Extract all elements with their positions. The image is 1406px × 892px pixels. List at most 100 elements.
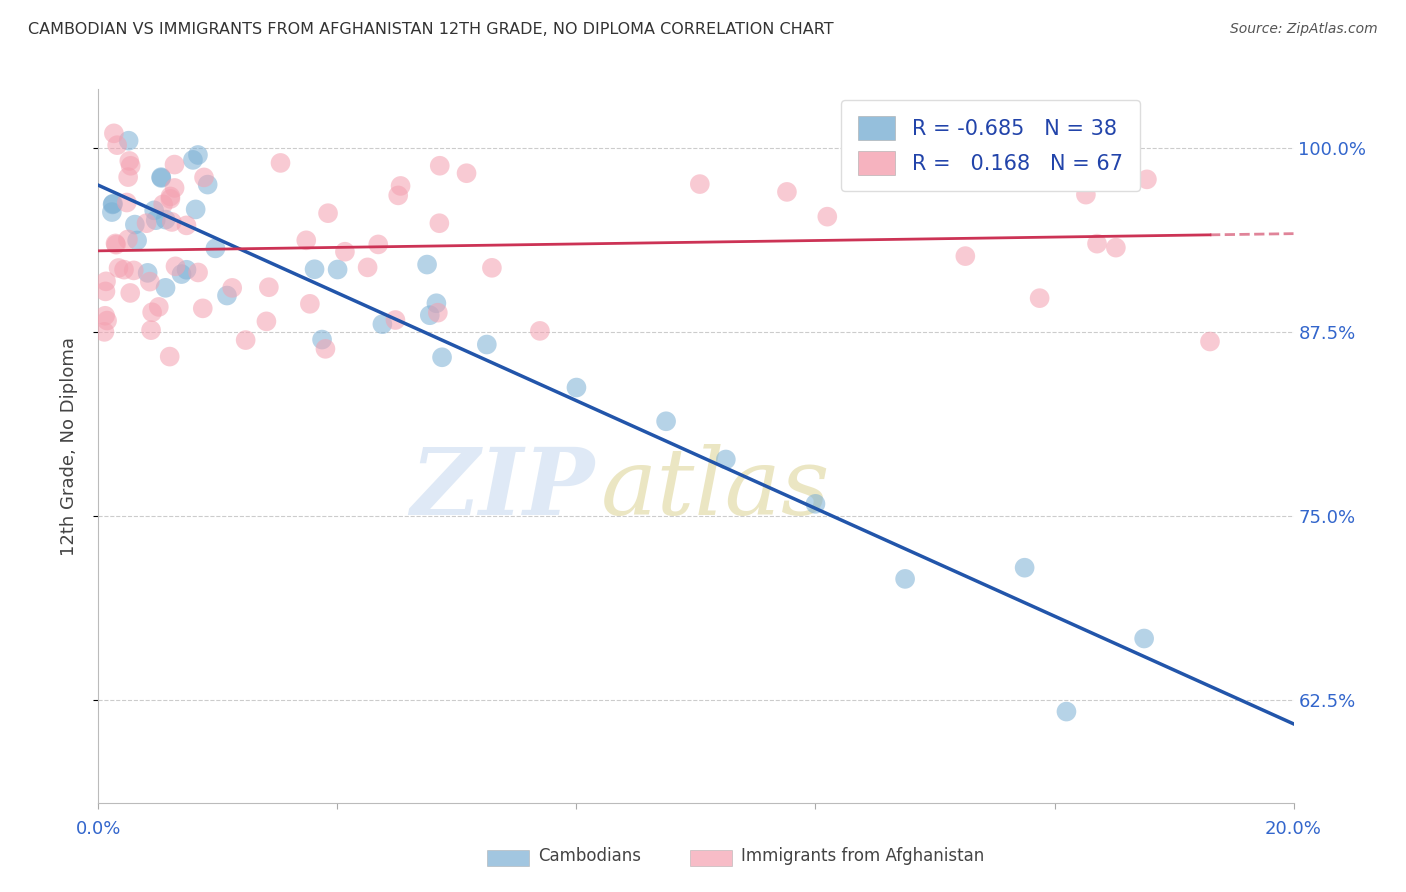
Text: CAMBODIAN VS IMMIGRANTS FROM AFGHANISTAN 12TH GRADE, NO DIPLOMA CORRELATION CHAR: CAMBODIAN VS IMMIGRANTS FROM AFGHANISTAN…: [28, 22, 834, 37]
Point: [367, 237, 389, 252]
Point: [304, 262, 326, 277]
Point: [117, 232, 139, 246]
Point: [96, 313, 118, 327]
Point: [191, 301, 214, 316]
Text: ZIP: ZIP: [411, 444, 595, 533]
Point: [105, 237, 128, 252]
Point: [124, 218, 146, 232]
Point: [1074, 187, 1097, 202]
Point: [714, 452, 737, 467]
Point: [159, 192, 181, 206]
Point: [118, 153, 141, 168]
Point: [316, 206, 339, 220]
Point: [163, 157, 186, 171]
Point: [155, 212, 177, 227]
Point: [187, 265, 209, 279]
Point: [689, 177, 711, 191]
Point: [295, 233, 318, 247]
Point: [94, 309, 117, 323]
Point: [565, 380, 588, 394]
Point: [776, 185, 799, 199]
Point: [152, 197, 174, 211]
Point: [170, 267, 193, 281]
Text: Immigrants from Afghanistan: Immigrants from Afghanistan: [741, 847, 984, 865]
Point: [384, 313, 406, 327]
Point: [145, 213, 167, 227]
Point: [184, 202, 207, 217]
Point: [165, 260, 187, 274]
Point: [387, 188, 409, 202]
Point: [139, 275, 162, 289]
Point: [955, 249, 977, 263]
Point: [235, 333, 257, 347]
Point: [107, 260, 129, 275]
Point: [101, 196, 124, 211]
Text: Cambodians: Cambodians: [538, 847, 641, 865]
Point: [135, 216, 157, 230]
FancyBboxPatch shape: [486, 850, 529, 865]
Point: [815, 210, 838, 224]
Point: [181, 153, 204, 167]
Point: [143, 203, 166, 218]
Point: [187, 148, 209, 162]
Point: [426, 306, 449, 320]
Point: [215, 288, 238, 302]
Point: [416, 258, 439, 272]
Point: [311, 333, 333, 347]
Point: [1133, 632, 1156, 646]
Legend: R = -0.685   N = 38, R =   0.168   N = 67: R = -0.685 N = 38, R = 0.168 N = 67: [841, 100, 1140, 192]
Point: [481, 260, 503, 275]
Point: [117, 134, 139, 148]
Point: [1014, 166, 1036, 180]
Point: [160, 215, 183, 229]
Point: [371, 317, 394, 331]
Point: [430, 351, 453, 365]
Y-axis label: 12th Grade, No Diploma: 12th Grade, No Diploma: [59, 336, 77, 556]
Point: [122, 263, 145, 277]
Point: [120, 159, 142, 173]
Point: [163, 181, 186, 195]
Point: [270, 156, 292, 170]
Point: [117, 170, 139, 185]
Point: [136, 266, 159, 280]
Point: [93, 325, 115, 339]
Point: [254, 314, 277, 328]
Point: [139, 323, 162, 337]
Point: [105, 138, 128, 153]
Point: [150, 171, 173, 186]
Point: [193, 170, 215, 185]
Point: [419, 308, 441, 322]
Point: [326, 262, 349, 277]
Point: [894, 572, 917, 586]
Point: [176, 262, 198, 277]
Point: [150, 170, 173, 185]
Point: [356, 260, 378, 275]
Point: [298, 297, 321, 311]
Point: [159, 350, 181, 364]
Point: [257, 280, 280, 294]
Point: [427, 216, 450, 230]
Point: [314, 342, 336, 356]
Point: [148, 300, 170, 314]
Point: [127, 234, 149, 248]
Point: [1085, 236, 1108, 251]
Point: [1028, 291, 1050, 305]
Point: [429, 159, 451, 173]
FancyBboxPatch shape: [690, 850, 733, 865]
Point: [804, 497, 827, 511]
Point: [94, 285, 117, 299]
Point: [1136, 172, 1159, 186]
Point: [425, 296, 447, 310]
Text: 0.0%: 0.0%: [76, 821, 121, 838]
Point: [94, 274, 117, 288]
Point: [120, 285, 142, 300]
Text: 20.0%: 20.0%: [1265, 821, 1322, 838]
Point: [103, 126, 125, 140]
Point: [104, 236, 127, 251]
Point: [1054, 705, 1078, 719]
Point: [115, 195, 138, 210]
Point: [112, 262, 135, 277]
Point: [1105, 241, 1128, 255]
Point: [655, 414, 678, 428]
Point: [159, 189, 181, 203]
